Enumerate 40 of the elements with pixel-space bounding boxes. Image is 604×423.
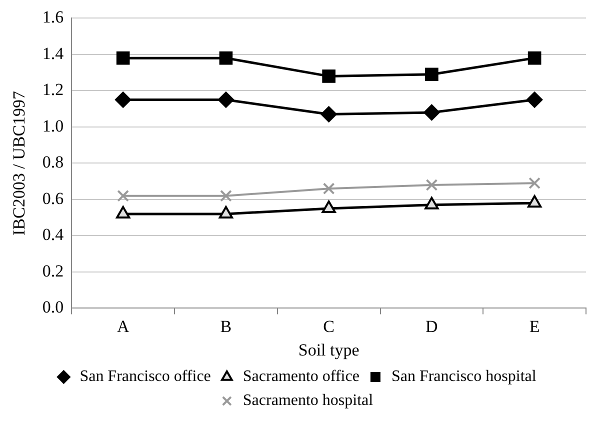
legend-label: Sacramento hospital [242,392,374,410]
x-tick-label: E [529,316,540,336]
point [426,179,438,191]
y-tick-label: 0.8 [42,152,64,172]
point [425,68,438,82]
point [424,104,440,120]
legend-label: Sacramento office [242,368,360,386]
point [320,106,337,122]
point [116,51,130,65]
y-tick-label: 1.2 [42,80,64,100]
point [115,92,132,108]
y-tick-label: 1.0 [42,116,64,136]
y-tick-label: 1.6 [42,8,64,27]
point [322,200,336,214]
point [220,190,232,202]
point [528,177,541,190]
x-tick-label: C [323,316,334,336]
x-tick-label: B [220,316,232,336]
point [322,182,335,195]
point [218,92,234,108]
legend-label: San Francisco hospital [391,368,537,386]
y-tick-label: 0.6 [42,188,64,208]
point [528,195,542,208]
y-tick-label: 0.4 [42,225,64,244]
point [219,51,233,65]
point [526,92,543,108]
y-tick-label: 1.4 [42,44,64,63]
point [117,190,130,202]
y-tick-label: 0.2 [42,261,64,280]
point [116,206,130,218]
point [528,51,542,65]
y-tick-label: 0.0 [42,298,64,317]
point [218,206,234,218]
y-axis-title: IBC2003 / UBC1997 [10,90,29,236]
x-tick-label: D [426,316,438,336]
point [424,196,439,210]
legend-label: San Francisco office [80,368,211,386]
point [322,70,336,83]
x-tick-label: A [116,316,130,336]
x-axis-title: Soil type [298,340,360,360]
